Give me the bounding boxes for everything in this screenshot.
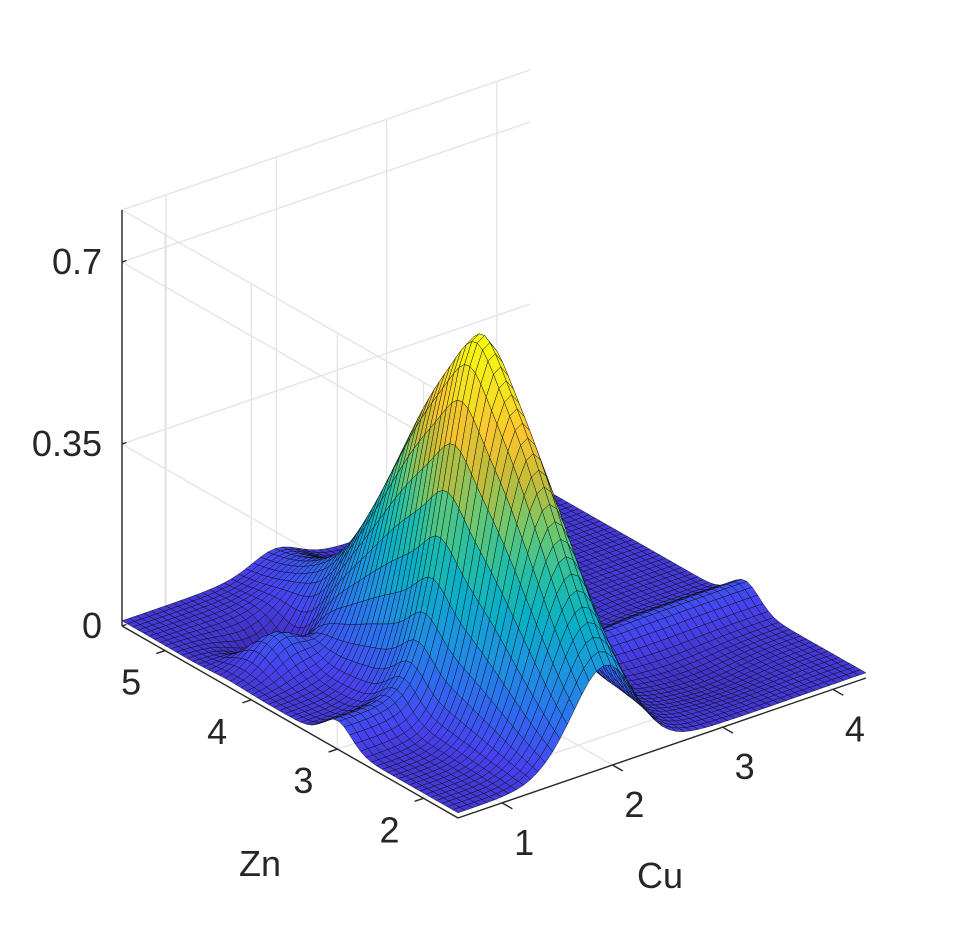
- z-tick-mark: [121, 259, 127, 263]
- z-tick-label: 0: [82, 605, 102, 646]
- x-tick-mark: [722, 726, 734, 734]
- y-tick-label: 5: [121, 662, 141, 703]
- axes: [121, 210, 867, 819]
- x-tick-mark: [832, 688, 844, 696]
- tick-labels: 1 2 3 4 2 3 4 50 0.35 0.7: [32, 241, 865, 863]
- y-tick-mark: [242, 699, 252, 704]
- x-tick-label: 1: [514, 822, 534, 863]
- x-axis-line: [457, 677, 867, 819]
- grid-line-z: [121, 303, 531, 445]
- y-tick-label: 2: [379, 809, 399, 850]
- surface-mesh: [121, 333, 867, 814]
- grid-line-z: [121, 121, 531, 263]
- grid-line-z: [121, 261, 459, 455]
- x-tick-label: 4: [845, 708, 865, 749]
- x-tick-label: 2: [624, 784, 644, 825]
- x-tick-mark: [501, 802, 513, 810]
- y-tick-label: 4: [207, 711, 227, 752]
- y-tick-mark: [156, 649, 166, 655]
- y-tick-mark: [414, 797, 424, 802]
- grid-line-z: [121, 69, 531, 211]
- z-tick-label: 0.35: [32, 423, 102, 464]
- y-axis-line: [121, 625, 459, 819]
- grid-line-z: [121, 209, 459, 403]
- y-tick-label: 3: [293, 760, 313, 801]
- x-tick-mark: [612, 764, 624, 772]
- z-tick-mark: [121, 441, 127, 445]
- y-tick-mark: [328, 748, 338, 753]
- x-tick-label: 3: [735, 746, 755, 787]
- y-axis-label: Zn: [239, 843, 281, 884]
- surface-patch: [452, 806, 466, 814]
- z-tick-label: 0.7: [52, 241, 102, 282]
- x-axis-label: Cu: [637, 855, 683, 896]
- z-tick-mark: [121, 623, 127, 627]
